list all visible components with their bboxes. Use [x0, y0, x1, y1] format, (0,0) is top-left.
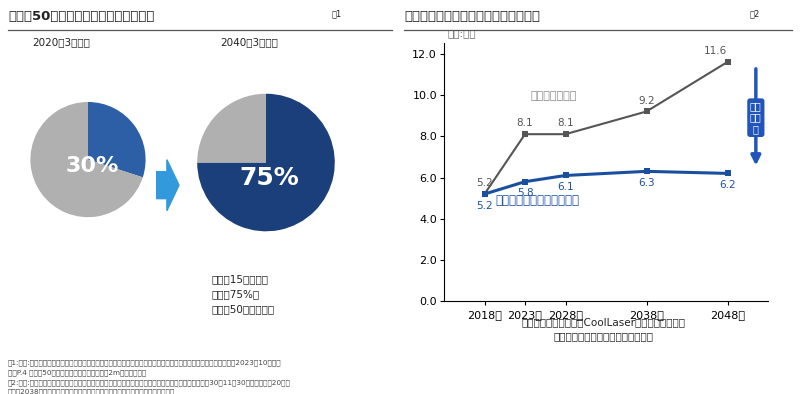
- Wedge shape: [197, 94, 266, 162]
- Text: 5.2: 5.2: [476, 201, 493, 211]
- Text: 6.2: 6.2: [719, 180, 736, 190]
- Text: 注2: 注2: [750, 10, 760, 19]
- Text: （2038年度）の事後保全と予防保全にかかる維持管理コストの差から算出。: （2038年度）の事後保全と予防保全にかかる維持管理コストの差から算出。: [8, 389, 175, 394]
- Text: 2040年3月時点: 2040年3月時点: [220, 37, 278, 47]
- Text: 注2:出所:国土交通省「国土交通省所管分野における社会資本の将来の維持管理・更新費の推計（平成30年11月30日）」より、20年後: 注2:出所:国土交通省「国土交通省所管分野における社会資本の将来の維持管理・更新…: [8, 379, 291, 386]
- Wedge shape: [197, 94, 334, 231]
- Text: 注1: 注1: [332, 10, 342, 19]
- Text: 維持
費削
減: 維持 費削 減: [750, 101, 762, 134]
- Text: 2020年3月時点: 2020年3月時点: [32, 37, 90, 47]
- Text: 6.3: 6.3: [638, 178, 655, 188]
- Text: 建設後50年以上経過する道路橋の割合: 建設後50年以上経過する道路橋の割合: [8, 10, 154, 23]
- Text: 単位:兆円: 単位:兆円: [447, 28, 476, 38]
- Text: 注1:出所:国土交通省「新たな暮らし方に適応したインフラマネジメント〜インフラ集約・再編の推進に向けて〜（2023年10月）」: 注1:出所:国土交通省「新たな暮らし方に適応したインフラマネジメント〜インフラ集…: [8, 359, 282, 366]
- Text: 30%: 30%: [66, 156, 119, 177]
- Text: 75%: 75%: [239, 165, 299, 190]
- Text: 予防保全に取り組んだ場合: 予防保全に取り組んだ場合: [495, 195, 579, 208]
- Text: 11.6: 11.6: [704, 46, 727, 56]
- Text: 5.8: 5.8: [517, 188, 534, 198]
- Text: 予防保全に用いられるCoolLaserのニーズは今後、
継続的に高まることが見込まれる。: 予防保全に用いられるCoolLaserのニーズは今後、 継続的に高まることが見込…: [522, 317, 686, 341]
- Wedge shape: [30, 102, 142, 217]
- Text: 5.2: 5.2: [476, 178, 493, 188]
- Text: 今から15年後には
全体の75%が
建設後50年を経過。: 今から15年後には 全体の75%が 建設後50年を経過。: [212, 274, 275, 314]
- Text: 9.2: 9.2: [638, 96, 655, 106]
- Text: P.4 建設後50年以上経過する道路橋（橋長2m以上）の割合: P.4 建設後50年以上経過する道路橋（橋長2m以上）の割合: [8, 369, 146, 376]
- FancyArrow shape: [156, 160, 179, 211]
- Wedge shape: [88, 102, 146, 177]
- Text: 事後保全の場合: 事後保全の場合: [530, 91, 577, 101]
- Text: 6.1: 6.1: [557, 182, 574, 192]
- Text: 8.1: 8.1: [517, 119, 534, 128]
- Text: 8.1: 8.1: [557, 119, 574, 128]
- Text: インフラ維持管理・更新費の将来推計: インフラ維持管理・更新費の将来推計: [404, 10, 540, 23]
